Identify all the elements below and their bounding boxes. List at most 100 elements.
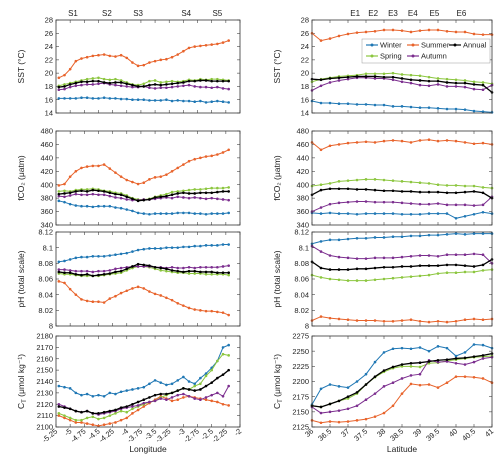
data-point-autumn: [57, 268, 61, 271]
data-point-autumn: [227, 87, 230, 91]
y-tick-label: 2175: [292, 392, 309, 401]
data-point-winter: [328, 383, 332, 386]
axes-frame: [55, 231, 241, 327]
data-point-annual: [418, 361, 422, 364]
data-point-autumn: [355, 404, 359, 408]
data-point-summer: [427, 28, 431, 32]
data-point-summer: [436, 139, 440, 143]
data-point-autumn: [193, 266, 197, 270]
data-point-summer: [170, 55, 174, 59]
y-tick-label: 2150: [36, 366, 53, 375]
data-point-winter: [165, 212, 168, 215]
data-point-annual: [199, 191, 202, 195]
data-point-summer: [221, 311, 225, 314]
data-point-autumn: [85, 83, 89, 86]
legend-box: [361, 38, 491, 64]
data-point-summer: [85, 299, 89, 303]
data-point-annual: [148, 264, 151, 267]
y-tick-label: 20: [301, 69, 309, 78]
data-point-winter: [472, 232, 476, 235]
data-point-winter: [221, 100, 225, 104]
data-point-annual: [170, 82, 174, 86]
data-point-autumn: [119, 196, 123, 200]
data-point-autumn: [210, 196, 213, 200]
data-point-summer: [119, 418, 123, 422]
data-point-autumn: [170, 265, 174, 269]
data-point-spring: [85, 188, 89, 191]
data-point-winter: [373, 212, 377, 215]
data-point-autumn: [337, 79, 341, 82]
data-point-autumn: [227, 264, 230, 267]
series-line-winter: [58, 200, 229, 215]
data-point-summer: [346, 32, 350, 36]
data-point-spring: [97, 417, 100, 421]
data-point-winter: [68, 97, 72, 100]
data-point-spring: [57, 412, 61, 415]
data-point-winter: [57, 199, 61, 203]
data-point-autumn: [400, 201, 404, 205]
data-point-spring: [355, 279, 359, 282]
y-tick-label: 8.04: [294, 290, 309, 299]
data-point-autumn: [337, 409, 341, 412]
y-tick-label: 8.04: [38, 290, 53, 299]
data-point-autumn: [108, 194, 112, 198]
data-point-spring: [63, 189, 66, 193]
data-point-winter: [136, 248, 140, 252]
data-point-winter: [153, 99, 157, 102]
data-point-summer: [400, 392, 404, 395]
data-point-spring: [165, 192, 168, 196]
data-point-winter: [382, 351, 386, 354]
y-tick-label: 26: [301, 29, 309, 38]
data-point-winter: [108, 204, 112, 208]
data-point-spring: [409, 180, 413, 184]
data-point-winter: [170, 246, 174, 249]
data-point-autumn: [187, 196, 191, 200]
data-point-annual: [131, 83, 134, 87]
legend-marker-winter: [370, 43, 374, 47]
data-point-summer: [427, 383, 431, 386]
data-point-spring: [391, 71, 395, 75]
data-point-autumn: [182, 392, 185, 396]
data-point-annual: [187, 79, 191, 83]
data-point-summer: [346, 420, 350, 423]
data-point-annual: [102, 273, 106, 276]
data-point-annual: [97, 412, 100, 415]
data-point-annual: [153, 83, 157, 86]
data-point-annual: [153, 265, 157, 269]
data-point-annual: [153, 196, 157, 199]
data-point-annual: [165, 392, 168, 396]
axes-frame: [311, 335, 493, 428]
data-point-summer: [68, 175, 72, 178]
data-point-autumn: [454, 253, 458, 257]
series-line-annual: [311, 352, 493, 408]
data-point-spring: [91, 77, 95, 80]
data-point-autumn: [187, 265, 191, 269]
data-point-annual: [373, 266, 377, 270]
data-point-spring: [57, 190, 61, 193]
data-point-annual: [63, 192, 66, 195]
data-point-autumn: [91, 192, 95, 196]
data-point-spring: [409, 73, 413, 77]
data-point-annual: [454, 191, 458, 195]
data-point-autumn: [445, 360, 449, 363]
data-point-summer: [400, 29, 404, 32]
data-point-annual: [427, 190, 431, 194]
data-point-annual: [382, 75, 386, 79]
data-point-summer: [119, 291, 123, 295]
data-point-summer: [227, 404, 230, 407]
data-point-autumn: [391, 78, 395, 82]
data-point-spring: [63, 414, 66, 417]
data-point-autumn: [328, 81, 332, 84]
data-point-annual: [182, 191, 185, 195]
data-point-annual: [136, 400, 140, 404]
data-point-annual: [319, 405, 323, 409]
data-point-summer: [346, 318, 350, 322]
data-point-summer: [481, 141, 485, 145]
data-point-winter: [319, 387, 323, 391]
data-point-autumn: [418, 254, 422, 257]
data-point-annual: [221, 190, 225, 193]
x-tick-label: 39: [411, 427, 423, 439]
data-point-annual: [364, 75, 368, 78]
data-point-autumn: [97, 269, 100, 273]
data-point-annual: [91, 412, 95, 415]
